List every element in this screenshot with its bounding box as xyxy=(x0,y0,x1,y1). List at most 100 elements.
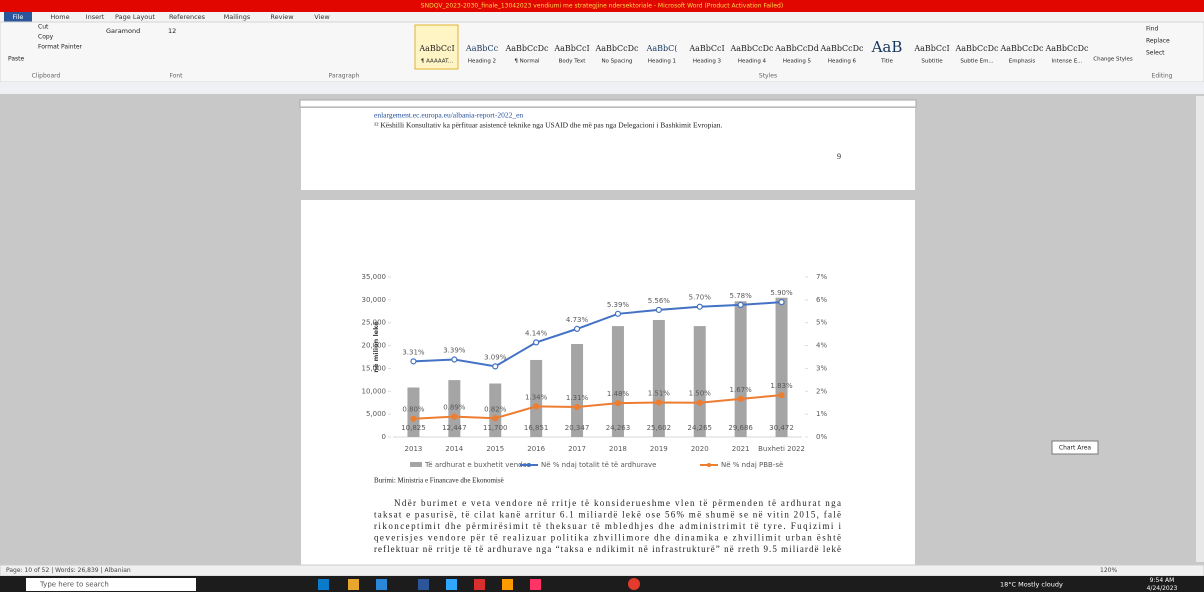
line-value-label: 3.31% xyxy=(402,348,425,356)
app-icon[interactable] xyxy=(418,579,429,590)
style-name[interactable]: Subtle Em... xyxy=(960,59,994,65)
search-placeholder[interactable]: Type here to search xyxy=(39,581,109,589)
app-icon[interactable] xyxy=(628,578,640,590)
ribbon-tab[interactable]: Mailings xyxy=(224,13,251,21)
style-preview[interactable]: AaBbC( xyxy=(646,44,678,53)
x-tick-label: 2015 xyxy=(486,445,504,453)
link: enlargement.ec.europa.eu/albania-report-… xyxy=(374,111,523,120)
x-tick-label: Buxheti 2022 xyxy=(758,445,805,453)
cut-button[interactable]: Cut xyxy=(38,24,49,31)
style-preview[interactable]: AaBbCc xyxy=(465,44,499,53)
style-name[interactable]: Heading 3 xyxy=(693,59,722,65)
style-preview[interactable]: AaBbCcI xyxy=(688,44,724,53)
ribbon-tab[interactable]: File xyxy=(13,13,24,21)
ribbon-tab[interactable]: Review xyxy=(270,13,294,21)
style-name[interactable]: Body Text xyxy=(559,59,587,65)
status-info: Page: 10 of 52 | Words: 26,839 | Albania… xyxy=(6,567,131,574)
legend-label: Të ardhurat e buxhetit vendor xyxy=(424,461,530,469)
app-icon[interactable] xyxy=(318,579,329,590)
app-icon[interactable] xyxy=(348,579,359,590)
style-name[interactable]: Heading 4 xyxy=(738,59,767,65)
line-marker xyxy=(615,311,620,316)
tooltip: Chart Area xyxy=(1059,445,1092,452)
line-value-label: 5.39% xyxy=(607,301,630,309)
paragraph-line: reflektuar në rritje të të ardhurave nga… xyxy=(374,544,841,554)
style-preview[interactable]: AaBbCcDc xyxy=(594,44,639,53)
copy-button[interactable]: Copy xyxy=(38,34,54,41)
page: SNDQV_2023-2030_finale_13042023 vendiumi… xyxy=(0,0,1204,592)
x-tick-label: 2013 xyxy=(405,445,423,453)
line-value-label: 4.14% xyxy=(525,329,548,337)
footnote: ¹² Këshilli Konsultativ ka përfituar asi… xyxy=(374,121,722,130)
style-preview[interactable]: AaBbCcI xyxy=(553,44,589,53)
line-marker xyxy=(534,404,539,409)
line-value-label: 1.31% xyxy=(566,394,589,402)
line-value-label: 0.82% xyxy=(484,405,507,413)
bar xyxy=(735,301,747,437)
style-preview[interactable]: AaBbCcI xyxy=(418,44,454,53)
x-tick-label: 2018 xyxy=(609,445,627,453)
y2-tick-label: 7% xyxy=(816,273,827,281)
app-icon[interactable] xyxy=(446,579,457,590)
y-tick-label: 35,000 xyxy=(362,273,387,281)
line-marker xyxy=(493,364,498,369)
style-name[interactable]: Intense E... xyxy=(1052,59,1083,65)
select-button[interactable]: Select xyxy=(1146,50,1165,57)
style-name[interactable]: Heading 6 xyxy=(828,59,857,65)
style-preview[interactable]: AaBbCcDc xyxy=(729,44,774,53)
style-preview[interactable]: AaBbCcDc xyxy=(954,44,999,53)
line-marker xyxy=(615,401,620,406)
style-preview[interactable]: AaBbCcI xyxy=(913,44,949,53)
app-icon[interactable] xyxy=(376,579,387,590)
style-preview[interactable]: AaBbCcDc xyxy=(819,44,864,53)
zoom-level[interactable]: 120% xyxy=(1100,567,1117,574)
app-icon[interactable] xyxy=(530,579,541,590)
font-name[interactable]: Garamond xyxy=(106,27,140,35)
paste-button[interactable]: Paste xyxy=(8,56,25,63)
weather: 18°C Mostly cloudy xyxy=(1000,581,1063,589)
line-marker xyxy=(452,414,457,419)
line-value-label: 1.50% xyxy=(689,390,712,398)
line-marker xyxy=(452,357,457,362)
style-name[interactable]: Subtitle xyxy=(921,59,943,65)
line-marker xyxy=(493,416,498,421)
bar xyxy=(776,298,788,437)
line-marker xyxy=(697,400,702,405)
replace-button[interactable]: Replace xyxy=(1146,38,1170,45)
ribbon-tab[interactable]: Insert xyxy=(86,13,105,21)
ribbon-tab[interactable]: References xyxy=(169,13,206,21)
style-preview[interactable]: AaBbCcDc xyxy=(999,44,1044,53)
ribbon-tab[interactable]: Page Layout xyxy=(115,13,155,21)
ribbon-tab[interactable]: View xyxy=(314,13,330,21)
style-preview[interactable]: AaB xyxy=(871,38,903,56)
style-name[interactable]: Title xyxy=(880,59,893,65)
app-icon[interactable] xyxy=(474,579,485,590)
style-preview[interactable]: AaBbCcDc xyxy=(1044,44,1089,53)
bar-value-label: 24,265 xyxy=(688,424,713,432)
font-size[interactable]: 12 xyxy=(168,27,176,35)
line-marker xyxy=(656,307,661,312)
format-painter-button[interactable]: Format Painter xyxy=(38,44,83,51)
style-name[interactable]: Heading 2 xyxy=(468,59,496,65)
style-preview[interactable]: AaBbCcDc xyxy=(504,44,549,53)
style-name[interactable]: ¶ Normal xyxy=(514,59,540,65)
y2-tick-label: 4% xyxy=(816,342,827,350)
style-name[interactable]: Heading 1 xyxy=(648,59,676,65)
style-preview[interactable]: AaBbCcDd xyxy=(774,44,819,53)
word-window: SNDQV_2023-2030_finale_13042023 vendiumi… xyxy=(0,0,1204,592)
paragraph-line: taksat e pasurisë, të cilat kanë arritur… xyxy=(374,510,841,520)
style-name[interactable]: No Spacing xyxy=(601,59,632,65)
ribbon-tab[interactable]: Home xyxy=(50,13,69,21)
scrollbar[interactable] xyxy=(1196,96,1204,562)
find-button[interactable]: Find xyxy=(1146,26,1158,33)
line-value-label: 5.90% xyxy=(770,289,793,297)
bar-value-label: 12,447 xyxy=(442,424,467,432)
line-marker xyxy=(738,302,743,307)
style-name[interactable]: Emphasis xyxy=(1009,59,1036,65)
x-tick-label: 2019 xyxy=(650,445,668,453)
change-styles-button[interactable]: Change Styles xyxy=(1093,57,1133,63)
legend-swatch xyxy=(527,463,531,467)
app-icon[interactable] xyxy=(502,579,513,590)
style-name[interactable]: ¶ AAAAAT... xyxy=(421,59,453,65)
style-name[interactable]: Heading 5 xyxy=(783,59,812,65)
